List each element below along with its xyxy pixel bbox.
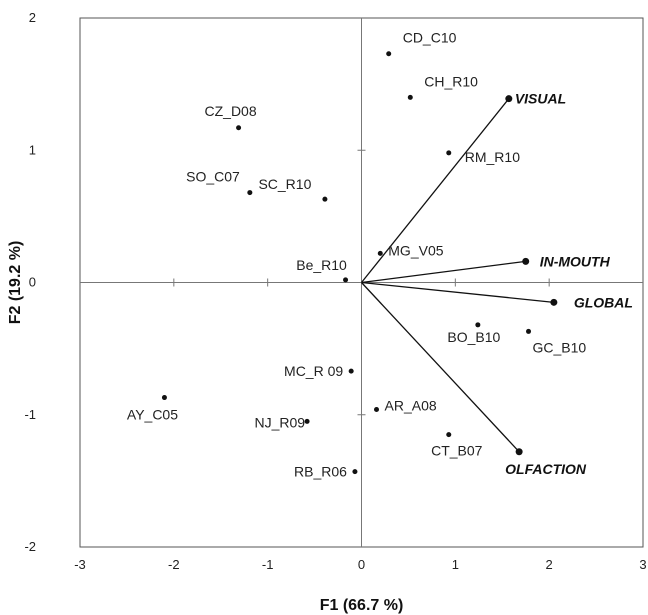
variable-vector <box>361 281 554 303</box>
observation-points: CD_C10 CH_R10 CZ_D08 RM_R10 SO_C07 SC_R10 MG_V… <box>127 30 587 480</box>
observation-label: GC_B10 <box>533 339 587 355</box>
observation-label: MC_R 09 <box>284 363 343 379</box>
x-tick-label: -1 <box>262 557 274 572</box>
x-tick-label: 2 <box>546 557 553 572</box>
y-tick-label: 2 <box>29 10 36 25</box>
observation-label: SC_R10 <box>258 176 311 192</box>
observation-point <box>352 469 358 475</box>
observation-label: CD_C10 <box>403 30 457 46</box>
y-tick-label: -1 <box>24 407 36 422</box>
observation-label: CT_B07 <box>431 443 483 459</box>
observation-label: AY_C05 <box>127 407 178 423</box>
observation-label: RM_R10 <box>465 149 520 165</box>
y-axis-title: F2 (19.2 %) <box>7 241 24 325</box>
x-tick-label: -2 <box>168 557 180 572</box>
variable-label: IN-MOUTH <box>540 253 611 269</box>
observation-point <box>374 406 380 412</box>
x-tick-label: 1 <box>452 557 459 572</box>
variable-label: OLFACTION <box>505 461 587 477</box>
variable-vector-tip <box>505 95 513 103</box>
observation-label: AR_A08 <box>385 397 437 413</box>
x-tick-label: 0 <box>358 557 365 572</box>
x-tick-label: -3 <box>74 557 86 572</box>
variable-vector-tip <box>522 257 530 265</box>
observation-point <box>526 328 532 334</box>
observation-point <box>377 250 383 256</box>
observation-label: SO_C07 <box>186 169 240 185</box>
y-tick-label: 1 <box>29 142 36 157</box>
x-axis-title: F1 (66.7 %) <box>320 597 404 614</box>
observation-point <box>348 368 354 374</box>
observation-label: BO_B10 <box>447 329 500 345</box>
observation-label: CZ_D08 <box>205 103 257 119</box>
observation-label: CH_R10 <box>424 73 478 89</box>
observation-point <box>407 94 413 100</box>
variable-vectors: VISUAL IN-MOUTH GLOBAL OLFACTION <box>360 91 633 477</box>
observation-point <box>446 150 452 156</box>
x-tick-label: 3 <box>639 557 646 572</box>
observation-point <box>322 196 328 202</box>
observation-label: MG_V05 <box>388 242 443 258</box>
tick-labels: -3 -2 -1 0 1 2 3 -2 -1 0 1 2 <box>24 10 646 572</box>
observation-point <box>446 432 452 438</box>
variable-vector <box>361 260 526 284</box>
variable-label: GLOBAL <box>574 294 633 310</box>
observation-point <box>386 51 392 57</box>
observation-point <box>475 322 481 328</box>
observation-point <box>236 125 242 131</box>
y-tick-label: -2 <box>24 539 36 554</box>
variable-vector <box>361 282 520 453</box>
observation-label: RB_R06 <box>294 464 347 480</box>
observation-point <box>343 277 349 283</box>
observation-point <box>304 418 310 424</box>
variable-label: VISUAL <box>515 91 566 107</box>
observation-label: NJ_R09 <box>254 414 305 430</box>
y-tick-label: 0 <box>29 275 36 290</box>
variable-vector <box>360 98 510 283</box>
variable-vector-tip <box>515 448 523 456</box>
variable-vector-tip <box>550 298 558 306</box>
observation-point <box>247 190 253 196</box>
observation-point <box>161 395 167 401</box>
observation-label: Be_R10 <box>296 257 347 273</box>
